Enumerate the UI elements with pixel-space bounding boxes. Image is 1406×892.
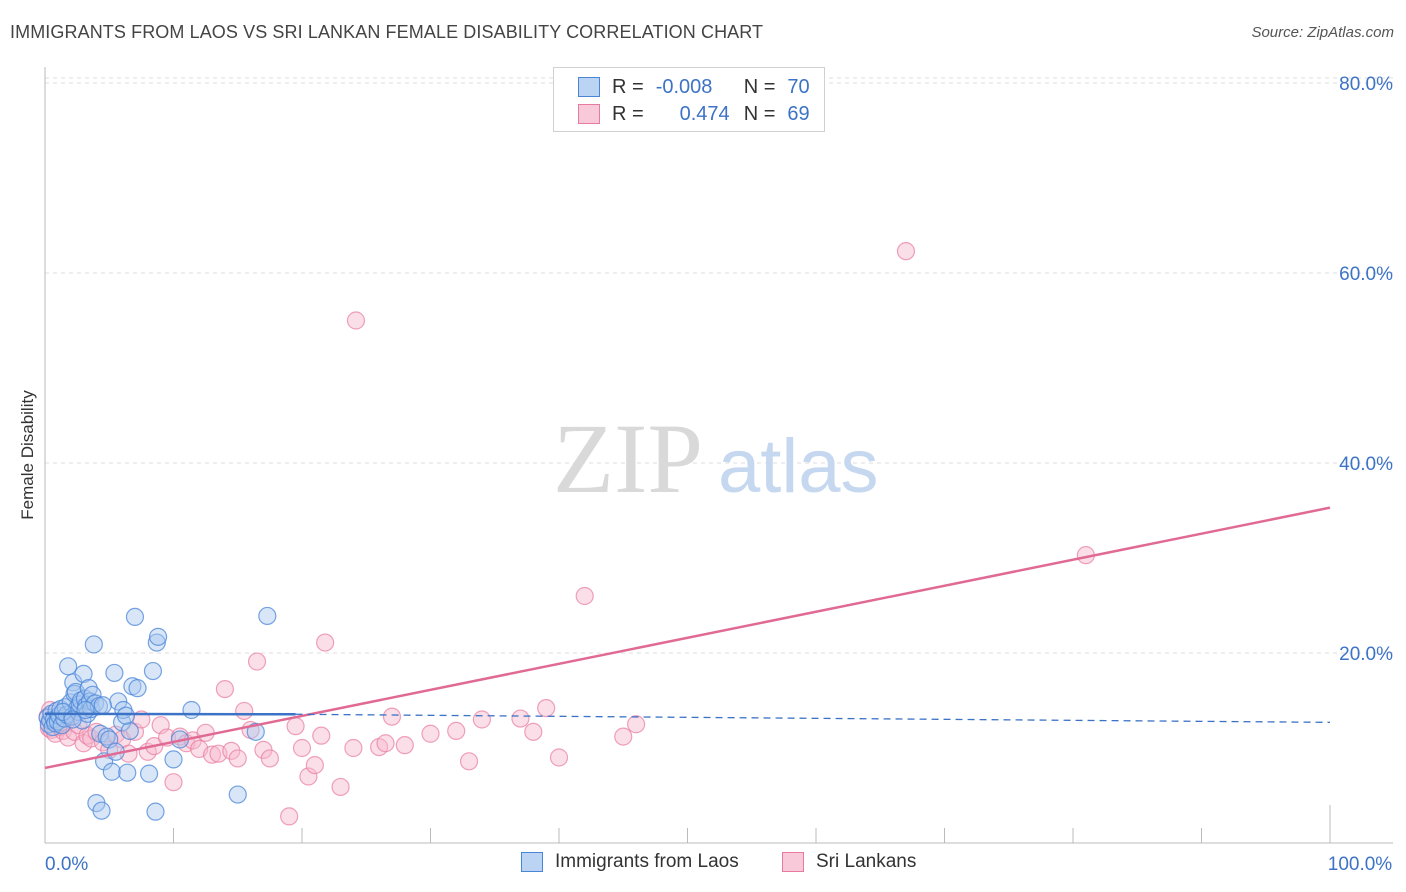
data-point-srilankans: [382, 707, 402, 726]
data-point-srilankans: [312, 726, 331, 745]
data-point-srilankans: [164, 773, 183, 792]
legend-n-value: 69: [787, 102, 810, 125]
legend-swatch-pink: [782, 852, 804, 872]
data-point-laos: [228, 785, 247, 804]
legend-item-laos: Immigrants from Laos: [521, 851, 739, 873]
legend-r-label: R =: [612, 75, 644, 98]
data-point-srilankans: [260, 749, 279, 768]
data-point-srilankans: [421, 724, 440, 743]
data-point-srilankans: [299, 767, 318, 786]
data-point-laos: [120, 721, 139, 741]
data-point-laos: [128, 679, 147, 698]
data-point-laos: [147, 633, 166, 652]
data-point-laos: [116, 706, 136, 725]
y-tick-label: 60.0%: [1339, 264, 1393, 285]
data-point-srilankans: [196, 723, 215, 742]
data-point-srilankans: [459, 752, 479, 771]
data-point-laos: [109, 692, 128, 711]
data-point-srilankans: [626, 715, 646, 734]
data-point-srilankans: [344, 738, 363, 758]
x-tick-label: 0.0%: [45, 854, 88, 875]
legend-n-label: N =: [743, 75, 776, 98]
data-point-srilankans: [575, 586, 594, 606]
data-point-laos: [139, 764, 159, 783]
data-point-srilankans: [472, 710, 491, 729]
data-point-laos: [105, 663, 124, 683]
trendline-srilankans: [44, 506, 1331, 770]
data-point-laos: [97, 727, 116, 746]
data-point-srilankans: [316, 633, 335, 652]
data-point-laos: [246, 722, 265, 741]
data-point-srilankans: [376, 734, 395, 753]
legend-n-value: 70: [787, 75, 810, 98]
data-point-srilankans: [331, 777, 350, 797]
y-tick-label: 80.0%: [1339, 74, 1393, 95]
source-label: Source: ZipAtlas.com: [1251, 24, 1394, 41]
data-point-srilankans: [202, 745, 222, 764]
data-point-laos: [59, 657, 78, 676]
data-point-srilankans: [292, 738, 312, 758]
trendline-laos-extension: [295, 713, 1331, 723]
legend-r-value: 0.474: [679, 102, 730, 125]
data-point-laos: [118, 763, 137, 782]
legend-label-laos: Immigrants from Laos: [555, 851, 739, 872]
legend-label-srilankans: Sri Lankans: [816, 851, 917, 872]
data-point-srilankans: [896, 242, 916, 261]
data-point-laos: [53, 702, 73, 722]
data-point-srilankans: [235, 701, 254, 721]
data-point-srilankans: [537, 698, 556, 718]
data-point-srilankans: [247, 652, 267, 671]
legend-row-laos: R = -0.008 N = 70: [578, 74, 810, 100]
data-point-laos: [102, 762, 121, 781]
data-point-laos: [143, 661, 163, 681]
data-point-srilankans: [395, 736, 414, 755]
data-point-srilankans: [346, 311, 366, 330]
data-point-laos: [63, 710, 82, 729]
watermark-zip: ZIP: [553, 403, 703, 514]
data-point-srilankans: [215, 679, 234, 699]
legend-swatch-blue: [578, 77, 600, 97]
chart-title: IMMIGRANTS FROM LAOS VS SRI LANKAN FEMAL…: [10, 22, 764, 42]
data-point-srilankans: [222, 741, 241, 760]
data-point-laos: [164, 750, 183, 769]
data-point-srilankans: [549, 748, 569, 767]
data-point-laos: [258, 606, 277, 626]
stats-legend: R = -0.008 N = 70 R = 0.474 N = 69: [553, 67, 825, 132]
data-point-srilankans: [511, 709, 530, 728]
data-point-laos: [148, 627, 168, 646]
legend-row-srilankans: R = 0.474 N = 69: [578, 101, 810, 127]
data-point-laos: [92, 801, 111, 820]
legend-swatch-pink: [578, 104, 600, 124]
data-point-laos: [84, 635, 103, 654]
data-point-laos: [125, 607, 145, 627]
watermark-atlas: atlas: [718, 424, 879, 509]
data-point-srilankans: [132, 710, 151, 729]
data-point-laos: [93, 696, 112, 715]
legend-item-srilankans: Sri Lankans: [782, 851, 916, 873]
data-point-laos: [74, 664, 93, 684]
data-point-srilankans: [447, 721, 466, 741]
data-point-srilankans: [524, 722, 543, 741]
data-point-srilankans: [614, 727, 633, 746]
data-point-laos: [146, 802, 165, 821]
data-point-laos: [182, 700, 201, 720]
data-point-srilankans: [280, 807, 299, 826]
data-point-srilankans: [228, 749, 247, 768]
y-tick-label: 40.0%: [1339, 454, 1393, 475]
data-point-srilankans: [305, 755, 324, 775]
x-tick-label: 100.0%: [1328, 854, 1393, 875]
legend-n-label: N =: [743, 102, 776, 125]
legend-r-value: -0.008: [655, 75, 713, 98]
legend-swatch-blue: [521, 852, 543, 872]
data-point-laos: [76, 700, 95, 720]
legend-r-label: R =: [612, 102, 644, 125]
y-tick-label: 20.0%: [1339, 644, 1393, 665]
data-point-srilankans: [286, 717, 305, 736]
